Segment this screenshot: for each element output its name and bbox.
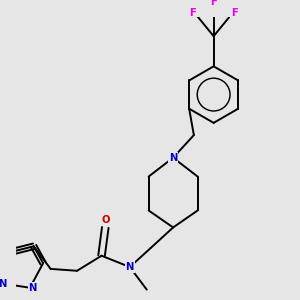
Text: N: N bbox=[169, 153, 177, 163]
Text: F: F bbox=[231, 8, 238, 18]
Text: O: O bbox=[101, 215, 110, 225]
Text: F: F bbox=[190, 8, 196, 18]
Text: N: N bbox=[28, 283, 37, 293]
Text: N: N bbox=[126, 262, 134, 272]
Text: F: F bbox=[210, 0, 217, 7]
Text: N: N bbox=[0, 279, 7, 289]
